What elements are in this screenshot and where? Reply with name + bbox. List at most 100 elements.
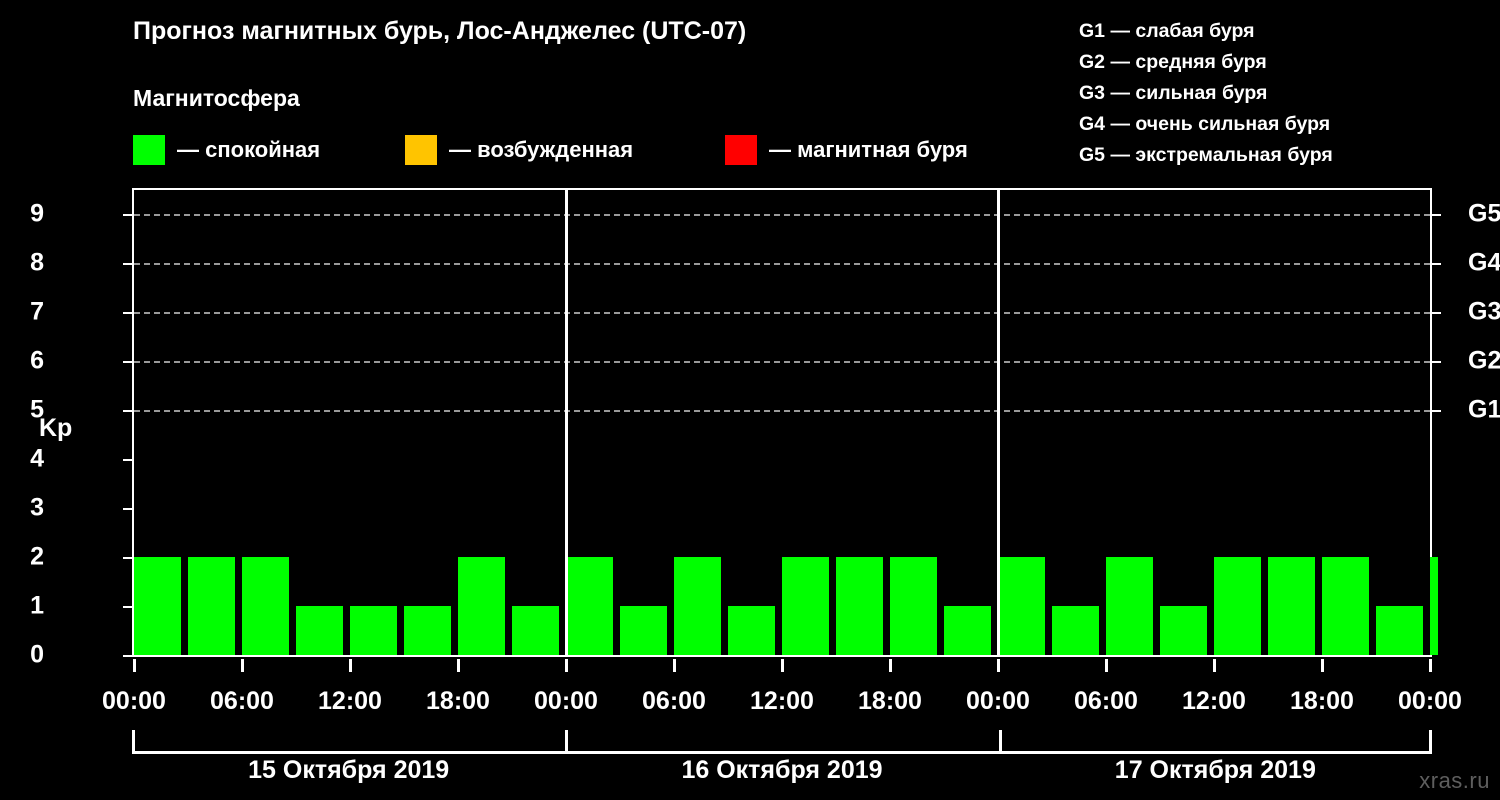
y-tick-mark xyxy=(123,263,134,266)
bar xyxy=(782,557,829,655)
day-label: 16 Октября 2019 xyxy=(681,756,883,784)
gscale-code-g4: G4 xyxy=(1079,113,1106,135)
legend-label-quiet: — спокойная xyxy=(177,137,321,162)
gridline-kp-8 xyxy=(134,263,1430,266)
legend-entry-unsettled: — возбужденная xyxy=(405,133,633,167)
gscale-text-g3: — сильная буря xyxy=(1110,82,1268,104)
x-tick-mark xyxy=(1104,659,1108,672)
bar xyxy=(1052,606,1099,655)
x-tick-label: 00:00 xyxy=(966,687,1030,715)
bar xyxy=(188,557,235,655)
x-tick-label: 12:00 xyxy=(1182,687,1246,715)
x-tick-mark xyxy=(1212,659,1216,672)
g-tick-mark xyxy=(1430,214,1441,217)
x-tick-label: 06:00 xyxy=(1074,687,1138,715)
x-tick-label: 18:00 xyxy=(426,687,490,715)
day-label: 17 Октября 2019 xyxy=(1114,756,1316,784)
y-tick-mark xyxy=(123,655,134,657)
magnetosphere-heading: Магнитосфера xyxy=(133,85,300,111)
bar xyxy=(944,606,991,655)
g-scale-tick-label: G1 xyxy=(1468,395,1500,424)
legend-entry-storm: — магнитная буря xyxy=(725,133,968,167)
x-tick-label: 12:00 xyxy=(318,687,382,715)
bar xyxy=(1160,606,1207,655)
y-tick-label: 2 xyxy=(30,542,44,571)
g-scale-tick-label: G5 xyxy=(1468,199,1500,228)
gscale-code-g2: G2 xyxy=(1079,51,1106,73)
bar xyxy=(1106,557,1153,655)
page-title: Прогноз магнитных бурь, Лос-Анджелес (UT… xyxy=(133,17,747,45)
plot-area xyxy=(123,188,1441,657)
y-tick-mark xyxy=(123,214,134,217)
gridline-kp-6 xyxy=(134,361,1430,364)
legend-swatch-unsettled xyxy=(405,135,437,165)
y-tick-label: 1 xyxy=(30,591,44,620)
day-label: 15 Октября 2019 xyxy=(248,756,450,784)
g-scale-tick-label: G3 xyxy=(1468,297,1500,326)
day-axis-tick xyxy=(1429,730,1432,752)
bar xyxy=(350,606,397,655)
y-tick-label: 3 xyxy=(30,493,44,522)
day-axis-tick xyxy=(565,730,569,752)
y-tick-label: 7 xyxy=(30,297,44,326)
x-tick-mark xyxy=(456,659,460,672)
day-separator-2 xyxy=(996,190,1000,655)
x-tick-mark xyxy=(348,659,352,672)
gscale-text-g2: — средняя буря xyxy=(1110,51,1267,73)
bar xyxy=(1268,557,1315,655)
gscale-code-g3: G3 xyxy=(1079,82,1106,104)
bar xyxy=(404,606,451,655)
bar xyxy=(890,557,937,655)
g-scale-tick-label: G2 xyxy=(1468,346,1500,375)
y-tick-mark xyxy=(123,459,134,462)
x-tick-mark xyxy=(672,659,676,672)
g-tick-mark xyxy=(1430,312,1441,315)
legend-swatch-quiet xyxy=(133,135,165,165)
gridline-kp-7 xyxy=(134,312,1430,315)
y-tick-mark xyxy=(123,557,134,560)
gscale-text-g1: — слабая буря xyxy=(1110,20,1255,42)
gscale-code-g5: G5 xyxy=(1079,144,1106,166)
bar xyxy=(1430,557,1438,655)
bar xyxy=(512,606,559,655)
day-axis-tick xyxy=(998,730,1002,752)
x-tick-label: 06:00 xyxy=(210,687,274,715)
day-axis-line xyxy=(132,751,1432,754)
bar xyxy=(1322,557,1369,655)
x-tick-mark xyxy=(996,659,1000,672)
g-tick-mark xyxy=(1430,410,1441,413)
x-tick-mark xyxy=(1320,659,1324,672)
bar xyxy=(674,557,721,655)
day-axis-tick xyxy=(132,730,135,752)
y-tick-label: 4 xyxy=(30,444,44,473)
x-tick-label: 00:00 xyxy=(1398,687,1462,715)
bar xyxy=(998,557,1045,655)
bar xyxy=(242,557,289,655)
y-tick-label: 5 xyxy=(30,395,44,424)
y-tick-label: 8 xyxy=(30,248,44,277)
x-tick-mark xyxy=(780,659,784,672)
x-tick-label: 06:00 xyxy=(642,687,706,715)
x-tick-label: 18:00 xyxy=(1290,687,1354,715)
x-tick-mark xyxy=(240,659,244,672)
gscale-row-g4: G4 — очень сильная буря xyxy=(1079,109,1333,140)
gscale-text-g5: — экстремальная буря xyxy=(1110,144,1333,166)
gscale-legend: G1 — слабая буря G2 — средняя буря G3 — … xyxy=(1079,16,1333,171)
legend-entry-quiet: — спокойная xyxy=(133,133,320,167)
legend-label-storm: — магнитная буря xyxy=(769,137,968,162)
legend-swatch-storm xyxy=(725,135,757,165)
plot-inner xyxy=(123,190,1441,657)
x-tick-label: 18:00 xyxy=(858,687,922,715)
gscale-text-g4: — очень сильная буря xyxy=(1110,113,1331,135)
x-tick-mark xyxy=(132,659,136,672)
x-tick-label: 00:00 xyxy=(102,687,166,715)
legend-label-unsettled: — возбужденная xyxy=(449,137,634,162)
y-tick-mark xyxy=(123,361,134,364)
gscale-row-g3: G3 — сильная буря xyxy=(1079,78,1333,109)
y-tick-mark xyxy=(123,410,134,413)
gscale-code-g1: G1 xyxy=(1079,20,1106,42)
gscale-row-g2: G2 — средняя буря xyxy=(1079,47,1333,78)
bar xyxy=(620,606,667,655)
gscale-row-g1: G1 — слабая буря xyxy=(1079,16,1333,47)
g-scale-tick-label: G4 xyxy=(1468,248,1500,277)
